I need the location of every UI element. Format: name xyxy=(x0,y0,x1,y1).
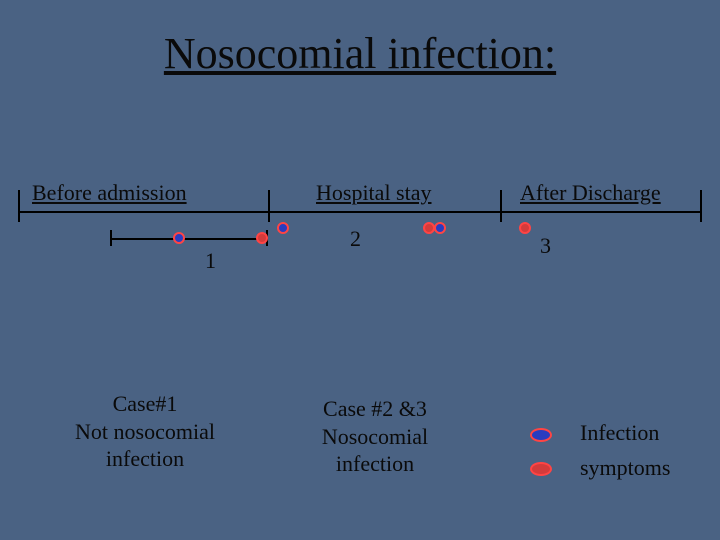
case1-tick-start xyxy=(110,230,112,246)
legend-infection-label: Infection xyxy=(580,420,659,446)
phase-after-label: After Discharge xyxy=(520,180,661,206)
tick-end xyxy=(700,190,702,222)
phase-hospital-label: Hospital stay xyxy=(316,180,432,206)
case3-infection-marker xyxy=(434,222,446,234)
phase-before-label: Before admission xyxy=(32,180,187,206)
legend-symptoms-marker xyxy=(530,462,552,476)
page-title: Nosocomial infection: xyxy=(0,28,720,79)
tick-discharge xyxy=(500,190,502,222)
case1-desc: Case#1Not nosocomialinfection xyxy=(50,390,240,473)
tick-admission xyxy=(268,190,270,222)
timeline-main xyxy=(18,211,702,213)
num-1: 1 xyxy=(205,248,216,274)
case23-desc: Case #2 &3Nosocomialinfection xyxy=(290,395,460,478)
legend-symptoms-label: symptoms xyxy=(580,455,670,481)
case2-infection-marker xyxy=(277,222,289,234)
tick-start xyxy=(18,190,20,222)
case1-infection-marker xyxy=(173,232,185,244)
case3-symptom-marker xyxy=(519,222,531,234)
num-2: 2 xyxy=(350,226,361,252)
num-3: 3 xyxy=(540,233,551,259)
case1-symptom-marker xyxy=(256,232,268,244)
case1-line xyxy=(110,238,268,240)
legend-infection-marker xyxy=(530,428,552,442)
